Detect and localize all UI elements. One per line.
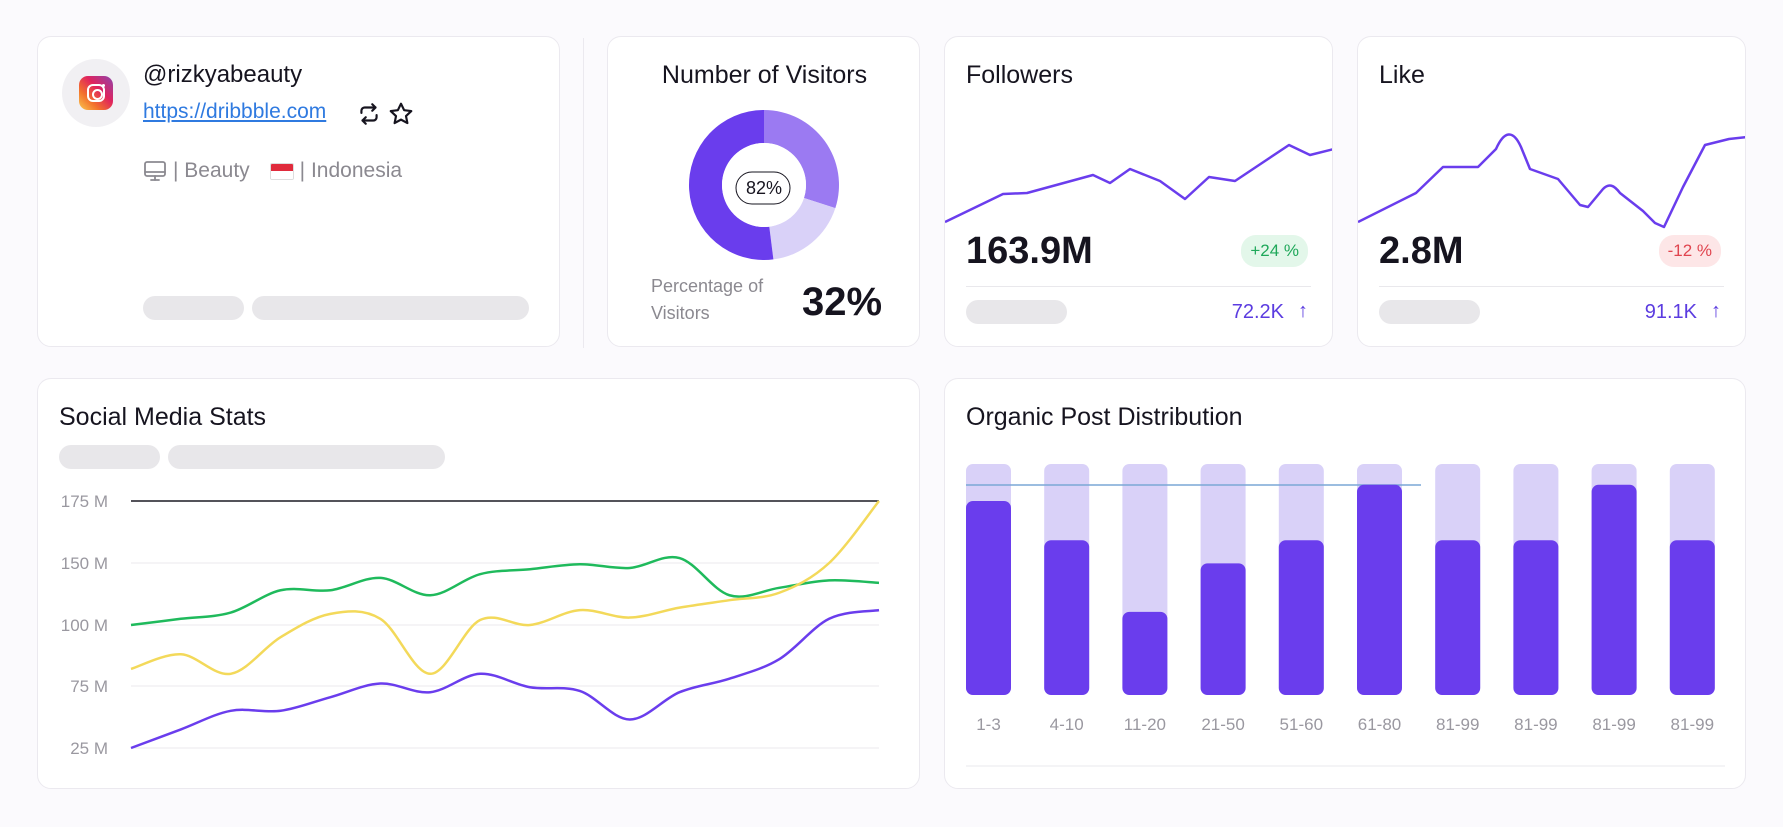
divider (583, 38, 584, 348)
placeholder-pill (143, 296, 244, 320)
x-tick-label: 81-99 (1514, 715, 1557, 734)
divider (1379, 286, 1724, 287)
percentage-label: Percentage of Visitors (651, 276, 764, 323)
followers-value: 163.9M (966, 230, 1093, 272)
repost-icon[interactable] (356, 101, 382, 127)
placeholder-pill (1379, 300, 1480, 324)
avatar[interactable] (62, 59, 130, 127)
x-tick-label: 11-20 (1124, 715, 1166, 734)
profile-card: @rizkyabeauty https://dribbble.com | Bea… (37, 36, 560, 347)
organic-title: Organic Post Distribution (966, 403, 1243, 431)
bar[interactable] (1435, 540, 1481, 695)
profile-tags: | Beauty | Indonesia (143, 159, 402, 183)
y-tick-label: 75 M (70, 677, 108, 696)
y-tick-label: 100 M (61, 616, 108, 635)
likes-title: Like (1379, 61, 1425, 89)
x-tick-label: 51-60 (1280, 715, 1323, 734)
likes-card: Like 2.8M -12 % 91.1K ↑ (1357, 36, 1746, 347)
x-tick-label: 21-50 (1201, 715, 1244, 734)
category-label: | Beauty (173, 159, 250, 182)
x-tick-label: 61-80 (1358, 715, 1401, 734)
star-icon[interactable] (388, 101, 414, 127)
bar[interactable] (1513, 540, 1559, 695)
series-line (130, 608, 880, 750)
x-tick-label: 4-10 (1050, 715, 1084, 734)
placeholder-pill (59, 445, 160, 469)
organic-card: Organic Post Distribution 1-3 4-10 11-20 21… (944, 378, 1746, 789)
bar[interactable] (1122, 611, 1168, 695)
flag-indonesia-icon (269, 162, 294, 180)
visitors-title: Number of Visitors (661, 61, 868, 89)
profile-handle: @rizkyabeauty (143, 61, 303, 88)
donut-segment (769, 197, 836, 260)
instagram-icon (79, 76, 113, 110)
profile-link[interactable]: https://dribbble.com (143, 100, 327, 123)
likes-secondary-value: 91.1K (1644, 301, 1697, 323)
bar[interactable] (966, 500, 1011, 695)
donut-segment (689, 110, 774, 260)
y-tick-label: 25 M (70, 739, 108, 758)
likes-change-badge: -12 % (1658, 235, 1721, 267)
visitors-donut: 82% (689, 110, 839, 260)
divider (966, 286, 1311, 287)
bar[interactable] (1591, 484, 1637, 695)
likes-sparkline (1358, 133, 1745, 229)
y-tick-label: 150 M (61, 554, 108, 573)
x-tick-label: 81-99 (1592, 715, 1635, 734)
placeholder-pill (966, 300, 1067, 324)
followers-title: Followers (966, 61, 1073, 89)
series-line (130, 555, 880, 627)
followers-change-badge: +24 % (1241, 235, 1308, 267)
followers-secondary-value: 72.2K (1231, 301, 1284, 323)
x-tick-label: 1-3 (976, 715, 1001, 734)
likes-value: 2.8M (1379, 230, 1464, 272)
bar[interactable] (1669, 540, 1715, 695)
social-stats-card: Social Media Stats 175 M 150 M 100 M 75 M 25… (37, 378, 920, 789)
monitor-icon (144, 161, 166, 181)
bar[interactable] (1200, 563, 1246, 695)
placeholder-pill (168, 445, 445, 469)
donut-center-label: 82% (746, 178, 782, 198)
arrow-up-icon: ↑ (1298, 300, 1308, 322)
series-line (130, 500, 880, 676)
arrow-up-icon: ↑ (1711, 300, 1721, 322)
followers-card: Followers 163.9M +24 % 72.2K ↑ (944, 36, 1333, 347)
y-tick-label: 175 M (61, 492, 108, 511)
organic-bar-chart: 1-3 4-10 11-20 21-50 51-60 61-80 81-99 81-99 81-… (966, 464, 1725, 767)
percentage-value: 32% (802, 280, 883, 324)
country-label: | Indonesia (299, 159, 403, 182)
social-stats-title: Social Media Stats (59, 403, 267, 431)
bar[interactable] (1357, 484, 1402, 695)
social-stats-line-chart: 175 M 150 M 100 M 75 M 25 M (61, 492, 880, 758)
followers-sparkline (945, 143, 1332, 224)
x-tick-label: 81-99 (1436, 715, 1479, 734)
placeholder-pill (252, 296, 529, 320)
bar[interactable] (1278, 540, 1324, 695)
bar[interactable] (1044, 540, 1090, 695)
visitors-card: Number of Visitors 82% Percentage of Vis… (607, 36, 920, 347)
donut-segment (764, 110, 839, 209)
x-tick-label: 81-99 (1671, 715, 1714, 734)
